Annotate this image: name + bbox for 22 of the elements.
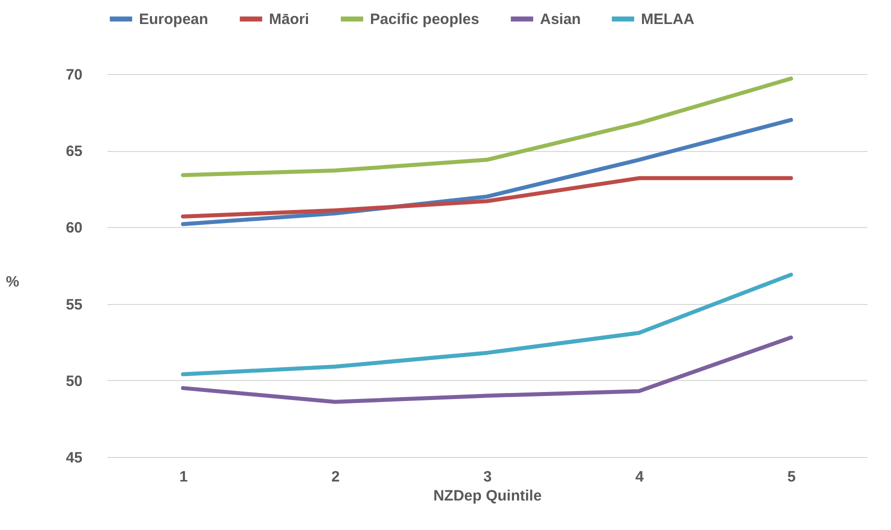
- legend-label: Asian: [540, 11, 581, 28]
- line-series: [181, 176, 793, 218]
- y-tick-label: 55: [66, 296, 82, 314]
- y-tick-label: 50: [66, 372, 82, 390]
- y-tick-label: 70: [66, 66, 82, 84]
- x-tick-label: 5: [787, 468, 796, 486]
- legend-label: European: [139, 11, 208, 28]
- x-tick-label: 3: [483, 468, 492, 486]
- legend-label: MELAA: [641, 11, 694, 28]
- x-tick-label: 2: [331, 468, 340, 486]
- y-tick-label: 65: [66, 143, 82, 160]
- line-series: [181, 272, 793, 376]
- y-axis-title: %: [6, 274, 20, 290]
- line-series: [181, 336, 793, 404]
- y-tick-label: 45: [66, 450, 82, 466]
- legend-label: Māori: [269, 11, 310, 28]
- line-series: [181, 76, 793, 178]
- y-tick-label: 60: [66, 220, 82, 237]
- legend-label: Pacific peoples: [370, 11, 480, 28]
- x-tick-label: 1: [179, 468, 188, 486]
- x-axis-title: NZDep Quintile: [433, 488, 542, 504]
- x-tick-label: 4: [635, 468, 644, 486]
